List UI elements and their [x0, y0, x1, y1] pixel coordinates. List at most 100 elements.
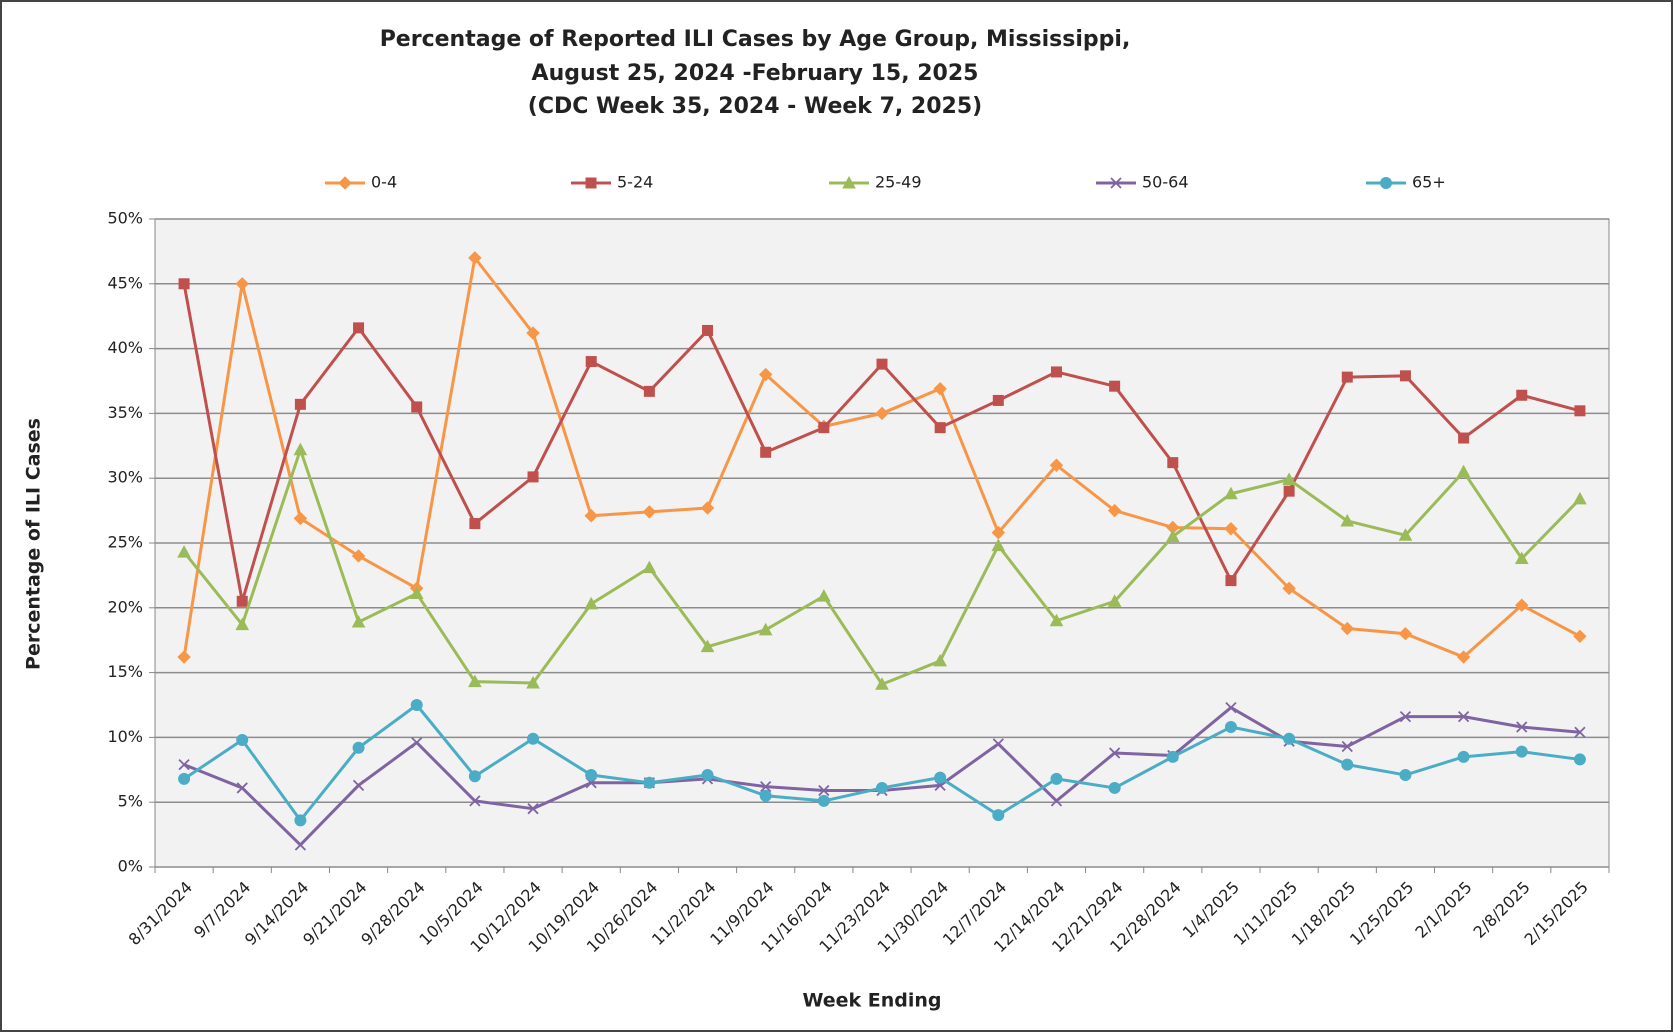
marker — [1573, 753, 1586, 766]
y-axis-label: Percentage of ILI Cases — [23, 418, 45, 670]
marker — [1107, 594, 1122, 607]
marker — [1515, 598, 1529, 612]
legend-label: 65+ — [1412, 173, 1446, 192]
y-tick-label: 35% — [107, 403, 143, 422]
marker — [1050, 366, 1062, 378]
marker — [875, 406, 889, 421]
marker — [1515, 745, 1528, 758]
marker — [410, 699, 423, 711]
marker — [1165, 529, 1180, 543]
y-tick-label: 0% — [118, 857, 143, 876]
marker — [353, 322, 365, 334]
marker — [1283, 732, 1296, 745]
marker — [236, 733, 249, 746]
marker — [1399, 768, 1412, 781]
y-tick-label: 10% — [107, 727, 143, 746]
marker — [1050, 795, 1063, 807]
marker — [1107, 503, 1122, 518]
marker — [1225, 701, 1237, 714]
marker — [934, 771, 947, 784]
y-tick-label: 25% — [107, 533, 143, 552]
marker — [1341, 740, 1353, 753]
y-tick-label: 50% — [107, 209, 143, 228]
marker — [585, 177, 597, 189]
marker — [818, 422, 830, 434]
marker — [468, 674, 482, 688]
marker — [585, 356, 597, 368]
marker — [294, 398, 306, 410]
marker — [1224, 721, 1237, 734]
marker — [758, 367, 773, 382]
marker — [1458, 432, 1470, 444]
chart-title: Percentage of Reported ILI Cases by Age … — [380, 27, 1131, 52]
marker — [1380, 177, 1392, 189]
marker — [236, 595, 248, 607]
marker — [468, 770, 481, 783]
y-tick-label: 45% — [107, 273, 143, 292]
marker — [933, 653, 948, 667]
marker — [760, 446, 772, 458]
marker — [702, 324, 714, 336]
marker — [294, 814, 307, 827]
chart-title: (CDC Week 35, 2024 - Week 7, 2025) — [528, 94, 982, 119]
marker — [1399, 711, 1412, 723]
y-tick-label: 5% — [118, 792, 143, 811]
marker — [701, 768, 714, 781]
y-tick-label: 20% — [107, 597, 143, 616]
marker — [992, 809, 1005, 822]
marker — [1108, 781, 1121, 794]
legend-label: 50-64 — [1142, 173, 1189, 192]
y-tick-label: 40% — [107, 338, 143, 357]
marker — [469, 795, 481, 807]
marker — [876, 358, 888, 370]
marker — [1109, 380, 1121, 392]
marker — [1166, 750, 1179, 763]
marker — [1340, 621, 1354, 636]
marker — [338, 176, 352, 190]
marker — [818, 784, 830, 797]
marker — [1050, 772, 1063, 785]
marker — [700, 639, 715, 653]
marker — [1399, 370, 1411, 382]
marker — [933, 382, 947, 396]
marker — [1516, 389, 1528, 401]
marker — [1457, 711, 1470, 723]
marker — [992, 738, 1004, 750]
marker — [1341, 371, 1353, 383]
marker — [1398, 528, 1413, 541]
marker — [1224, 486, 1238, 500]
marker — [351, 549, 366, 563]
marker — [1398, 627, 1413, 641]
marker — [1167, 457, 1179, 469]
x-axis-label: Week Ending — [802, 990, 941, 1012]
marker — [527, 732, 540, 745]
legend-label: 5-24 — [617, 173, 653, 192]
marker — [411, 736, 423, 749]
marker — [1283, 485, 1295, 497]
marker — [584, 596, 599, 610]
marker — [642, 505, 657, 519]
y-tick-label: 30% — [107, 468, 143, 487]
marker — [1341, 758, 1354, 771]
marker — [700, 501, 715, 515]
marker — [991, 538, 1006, 552]
marker — [584, 509, 598, 523]
marker — [235, 277, 249, 291]
marker — [1340, 513, 1355, 527]
marker — [526, 326, 540, 340]
marker — [469, 518, 481, 530]
marker — [1456, 464, 1471, 478]
marker — [178, 758, 190, 771]
marker — [1456, 650, 1471, 664]
marker — [293, 511, 308, 526]
marker — [1225, 575, 1237, 587]
marker — [875, 677, 889, 690]
chart-title: August 25, 2024 -February 15, 2025 — [532, 61, 979, 86]
marker — [411, 401, 423, 413]
marker — [1049, 458, 1064, 472]
marker — [527, 471, 539, 483]
marker — [759, 789, 772, 802]
marker — [1457, 750, 1470, 763]
marker — [992, 394, 1004, 406]
